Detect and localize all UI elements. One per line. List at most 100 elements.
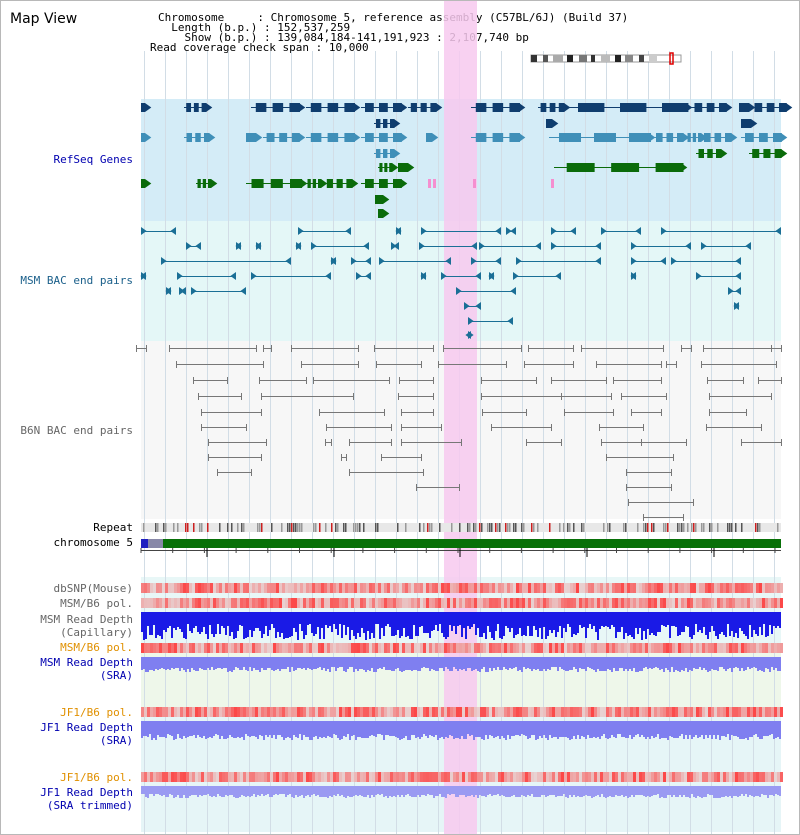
msm-depth-capillary-bar [223,612,225,628]
jf1-depth-sra-bar [561,721,563,737]
msm-pol-heat-cell [213,598,216,608]
msm-pol-heat-cell [408,598,411,608]
jf1-pol-heat-cell [162,707,165,717]
msm-pol-heat-cell [339,598,342,608]
jf1-depth-sra-bar [567,721,569,738]
msm-depth-capillary-bar [381,612,383,628]
track-label-jf1-trimmed-1: JF1 Read Depth [40,786,133,799]
dbsnp-heat-cell [474,583,477,593]
jf1-depth-sra-bar [453,721,455,739]
msm-pol-heat-cell [771,598,774,608]
track-label-msm-pol-sra: MSM/B6 pol. [60,641,133,654]
repeat-element [603,523,605,532]
msm-depth-capillary-bar [671,612,673,626]
jf1-pol-trimmed-heat-cell [390,772,393,782]
jf1-depth-sra-bar [291,721,293,740]
msm-pol-sra-heat-cell [324,643,327,653]
jf1-depth-trimmed-bar [261,786,263,794]
repeat-element [353,523,355,532]
msm-depth-sra-bar [359,657,361,669]
msm-pol-sra-heat-cell [309,643,312,653]
dbsnp-heat-cell [660,583,663,593]
jf1-pol-trimmed-heat-cell [384,772,387,782]
refseq-exon [383,149,388,158]
track-label-msm-bac[interactable]: MSM BAC end pairs [20,274,133,287]
msm-depth-capillary-bar [141,612,143,632]
msm-depth-sra-bar [457,657,459,671]
jf1-depth-sra-bar [763,721,765,736]
dbsnp-heat-cell [360,583,363,593]
msm-bac-end [513,272,519,280]
jf1-pol-heat-cell [306,707,309,717]
jf1-pol-heat-cell [498,707,501,717]
repeat-element [363,523,365,532]
dbsnp-heat-cell [171,583,174,593]
msm-pol-heat-cell [366,598,369,608]
refseq-exon [566,163,595,172]
repeat-element [219,523,221,532]
jf1-pol-heat-cell [762,707,765,717]
msm-pol-heat-cell [663,598,666,608]
msm-depth-sra-bar [317,657,319,668]
msm-pol-heat-cell [702,598,705,608]
repeat-element [199,523,201,532]
jf1-depth-trimmed-bar [527,786,529,795]
dbsnp-heat-cell [141,583,144,593]
msm-depth-sra-bar [301,657,303,669]
msm-depth-capillary-bar [175,612,177,630]
jf1-depth-trimmed-bar [591,786,593,798]
msm-pol-heat-cell [219,598,222,608]
jf1-depth-trimmed-bar [601,786,603,794]
dbsnp-heat-cell [276,583,279,593]
jf1-depth-sra-bar [237,721,239,737]
dbsnp-heat-cell [684,583,687,593]
repeat-element [643,523,645,532]
repeat-element [377,523,379,532]
msm-depth-capillary-bar [477,612,479,628]
msm-pol-heat-cell [156,598,159,608]
msm-bac-end [295,242,301,250]
msm-depth-sra-bar [549,657,551,670]
chromosome-gap-block [148,539,163,548]
jf1-pol-heat-cell [708,707,711,717]
msm-pol-heat-cell [699,598,702,608]
msm-depth-capillary-bar [245,612,247,638]
jf1-depth-sra-bar [189,721,191,736]
msm-depth-capillary-bar [685,612,687,626]
jf1-pol-heat-cell [189,707,192,717]
jf1-depth-trimmed-bar [153,786,155,796]
refseq-exon [716,149,722,158]
track-label-b6n-bac[interactable]: B6N BAC end pairs [20,424,133,437]
msm-depth-sra-bar [205,657,207,670]
msm-pol-sra-heat-cell [336,643,339,653]
jf1-depth-trimmed-bar [739,786,741,796]
msm-depth-sra-bar [659,657,661,670]
refseq-exon [540,103,547,112]
dbsnp-heat-cell [720,583,723,593]
jf1-pol-heat-cell [198,707,201,717]
jf1-pol-heat-cell [345,707,348,717]
jf1-pol-trimmed-heat-cell [261,772,264,782]
refseq-exon [509,133,520,142]
jf1-depth-trimmed-bar [279,786,281,794]
msm-pol-sra-heat-cell [249,643,252,653]
jf1-depth-trimmed-bar [365,786,367,797]
dbsnp-heat-cell [747,583,750,593]
msm-depth-sra-bar [487,657,489,672]
msm-bac-end [330,257,336,265]
msm-depth-capillary-bar [501,612,503,639]
jf1-pol-trimmed-heat-cell [420,772,423,782]
jf1-depth-trimmed-bar [205,786,207,795]
msm-pol-heat-cell [369,598,372,608]
msm-depth-capillary-bar [615,612,617,638]
jf1-depth-trimmed-bar [317,786,319,795]
jf1-depth-trimmed-bar [147,786,149,798]
jf1-depth-sra-bar [739,721,741,739]
msm-depth-capillary-bar [425,612,427,633]
jf1-pol-trimmed-heat-cell [468,772,471,782]
track-label-refseq[interactable]: RefSeq Genes [53,153,133,166]
msm-pol-heat-cell [438,598,441,608]
msm-depth-sra-bar [527,657,529,668]
jf1-depth-trimmed-bar [607,786,609,797]
